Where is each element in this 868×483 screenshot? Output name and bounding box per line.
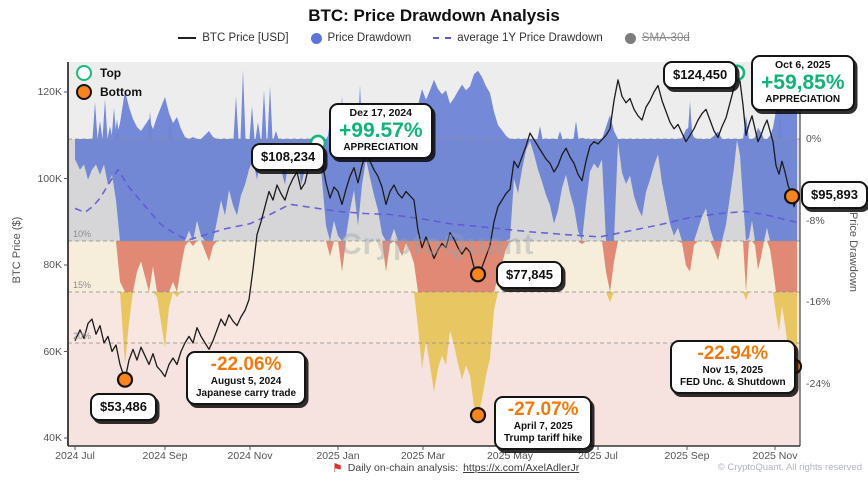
legend-item-sma-30d[interactable]: SMA-30d	[624, 32, 690, 44]
y-axis-label-price: BTC Price ($)	[11, 216, 23, 284]
chart-legend: BTC Price [USD] Price Drawdown average 1Y …	[0, 32, 868, 44]
x-tick-2025-Nov: 2025 Nov	[752, 450, 798, 462]
bottom-apr-7-2025-dd	[469, 407, 487, 424]
line-swatch-icon	[178, 37, 197, 39]
bottom-apr-7-2025-price	[469, 266, 487, 283]
y-left-tick-40K: 40K	[43, 432, 62, 444]
callout-price-95893: $95,893	[801, 181, 868, 209]
y-right-tick--24%: -24%	[806, 377, 831, 390]
x-tick-2025-Sep: 2025 Sep	[664, 450, 710, 462]
page-title: BTC: Price Drawdown Analysis	[308, 6, 560, 25]
x-tick-2025-Jan: 2025 Jan	[316, 450, 360, 462]
callout-price-108234: $108,234	[251, 143, 326, 171]
y-left-tick-100K: 100K	[37, 172, 62, 185]
callout-drawdown-aug-2024: -22.06% August 5, 2024 Japanese carry tr…	[186, 351, 307, 405]
legend-item-label: average 1Y Price Drawdown	[457, 32, 603, 44]
callout-drawdown-apr-2025: -27.07% April 7, 2025 Trump tariff hike	[494, 396, 593, 450]
top-marker-icon	[76, 64, 92, 81]
y-left-tick-120K: 120K	[37, 86, 62, 98]
top-legend-label: Top	[100, 65, 122, 80]
x-tick-2025-Mar: 2025 Mar	[400, 450, 446, 462]
y-right-tick-0%: 0%	[806, 133, 822, 145]
x-tick-2024-Nov: 2024 Nov	[227, 450, 273, 462]
legend-item-label: SMA-30d	[641, 32, 690, 44]
x-tick-2024-Sep: 2024 Sep	[142, 450, 188, 462]
y-right-tick--16%: -16%	[806, 296, 831, 309]
callout-price-77845: $77,845	[496, 261, 563, 289]
footer-text: Daily on-chain analysis:	[347, 462, 459, 474]
y-axis-label-drawdown: Price Drawdown	[847, 211, 859, 293]
legend-item-btc-price-usd-[interactable]: BTC Price [USD]	[178, 32, 289, 44]
bottom-aug-5-2024	[116, 371, 134, 388]
callout-drawdown-nov-2025: -22.94% Nov 15, 2025 FED Unc. & Shutdown	[670, 340, 796, 394]
bottom-nov-2025-price	[783, 188, 801, 205]
callout-price-124450: $124,450	[663, 61, 738, 89]
legend-item-price-drawdown[interactable]: Price Drawdown	[310, 32, 412, 44]
threshold-label-15%: 15%	[73, 280, 92, 290]
flag-icon: ⚑	[332, 461, 343, 475]
callout-price-53486: $53,486	[90, 393, 157, 421]
bottom-marker-icon	[76, 83, 92, 100]
legend-item-average-1y-price-drawdown[interactable]: average 1Y Price Drawdown	[433, 32, 603, 44]
legend-item-label: BTC Price [USD]	[202, 32, 289, 44]
legend-item-label: Price Drawdown	[327, 32, 412, 44]
y-left-tick-80K: 80K	[43, 259, 62, 271]
y-right-tick--8%: -8%	[806, 214, 825, 227]
copyright-text: © CryptoQuant. All rights reserved	[717, 462, 862, 473]
bottom-legend-label: Bottom	[100, 84, 142, 99]
dash-swatch-icon	[433, 37, 452, 39]
callout-appreciation-dec-2024: Dez 17, 2024 +99.57% APPRECIATION	[329, 103, 433, 159]
y-left-tick-60K: 60K	[43, 345, 62, 358]
callout-appreciation-oct-2025: Oct 6, 2025 +59,85% APPRECIATION	[751, 55, 855, 111]
x-tick-2025-Jul: 2025 Jul	[578, 450, 618, 462]
threshold-label-10%: 10%	[73, 229, 92, 239]
x-tick-2025-May: 2025 May	[486, 450, 534, 462]
author-link[interactable]: https://x.com/AxelAdlerJr	[463, 462, 580, 474]
x-tick-2024-Jul: 2024 Jul	[55, 450, 95, 462]
threshold-label-20%: 20%	[73, 331, 92, 341]
dot-swatch-icon	[310, 32, 322, 44]
top-bottom-legend: Top Bottom	[76, 63, 142, 101]
dot-swatch-icon	[624, 32, 636, 44]
